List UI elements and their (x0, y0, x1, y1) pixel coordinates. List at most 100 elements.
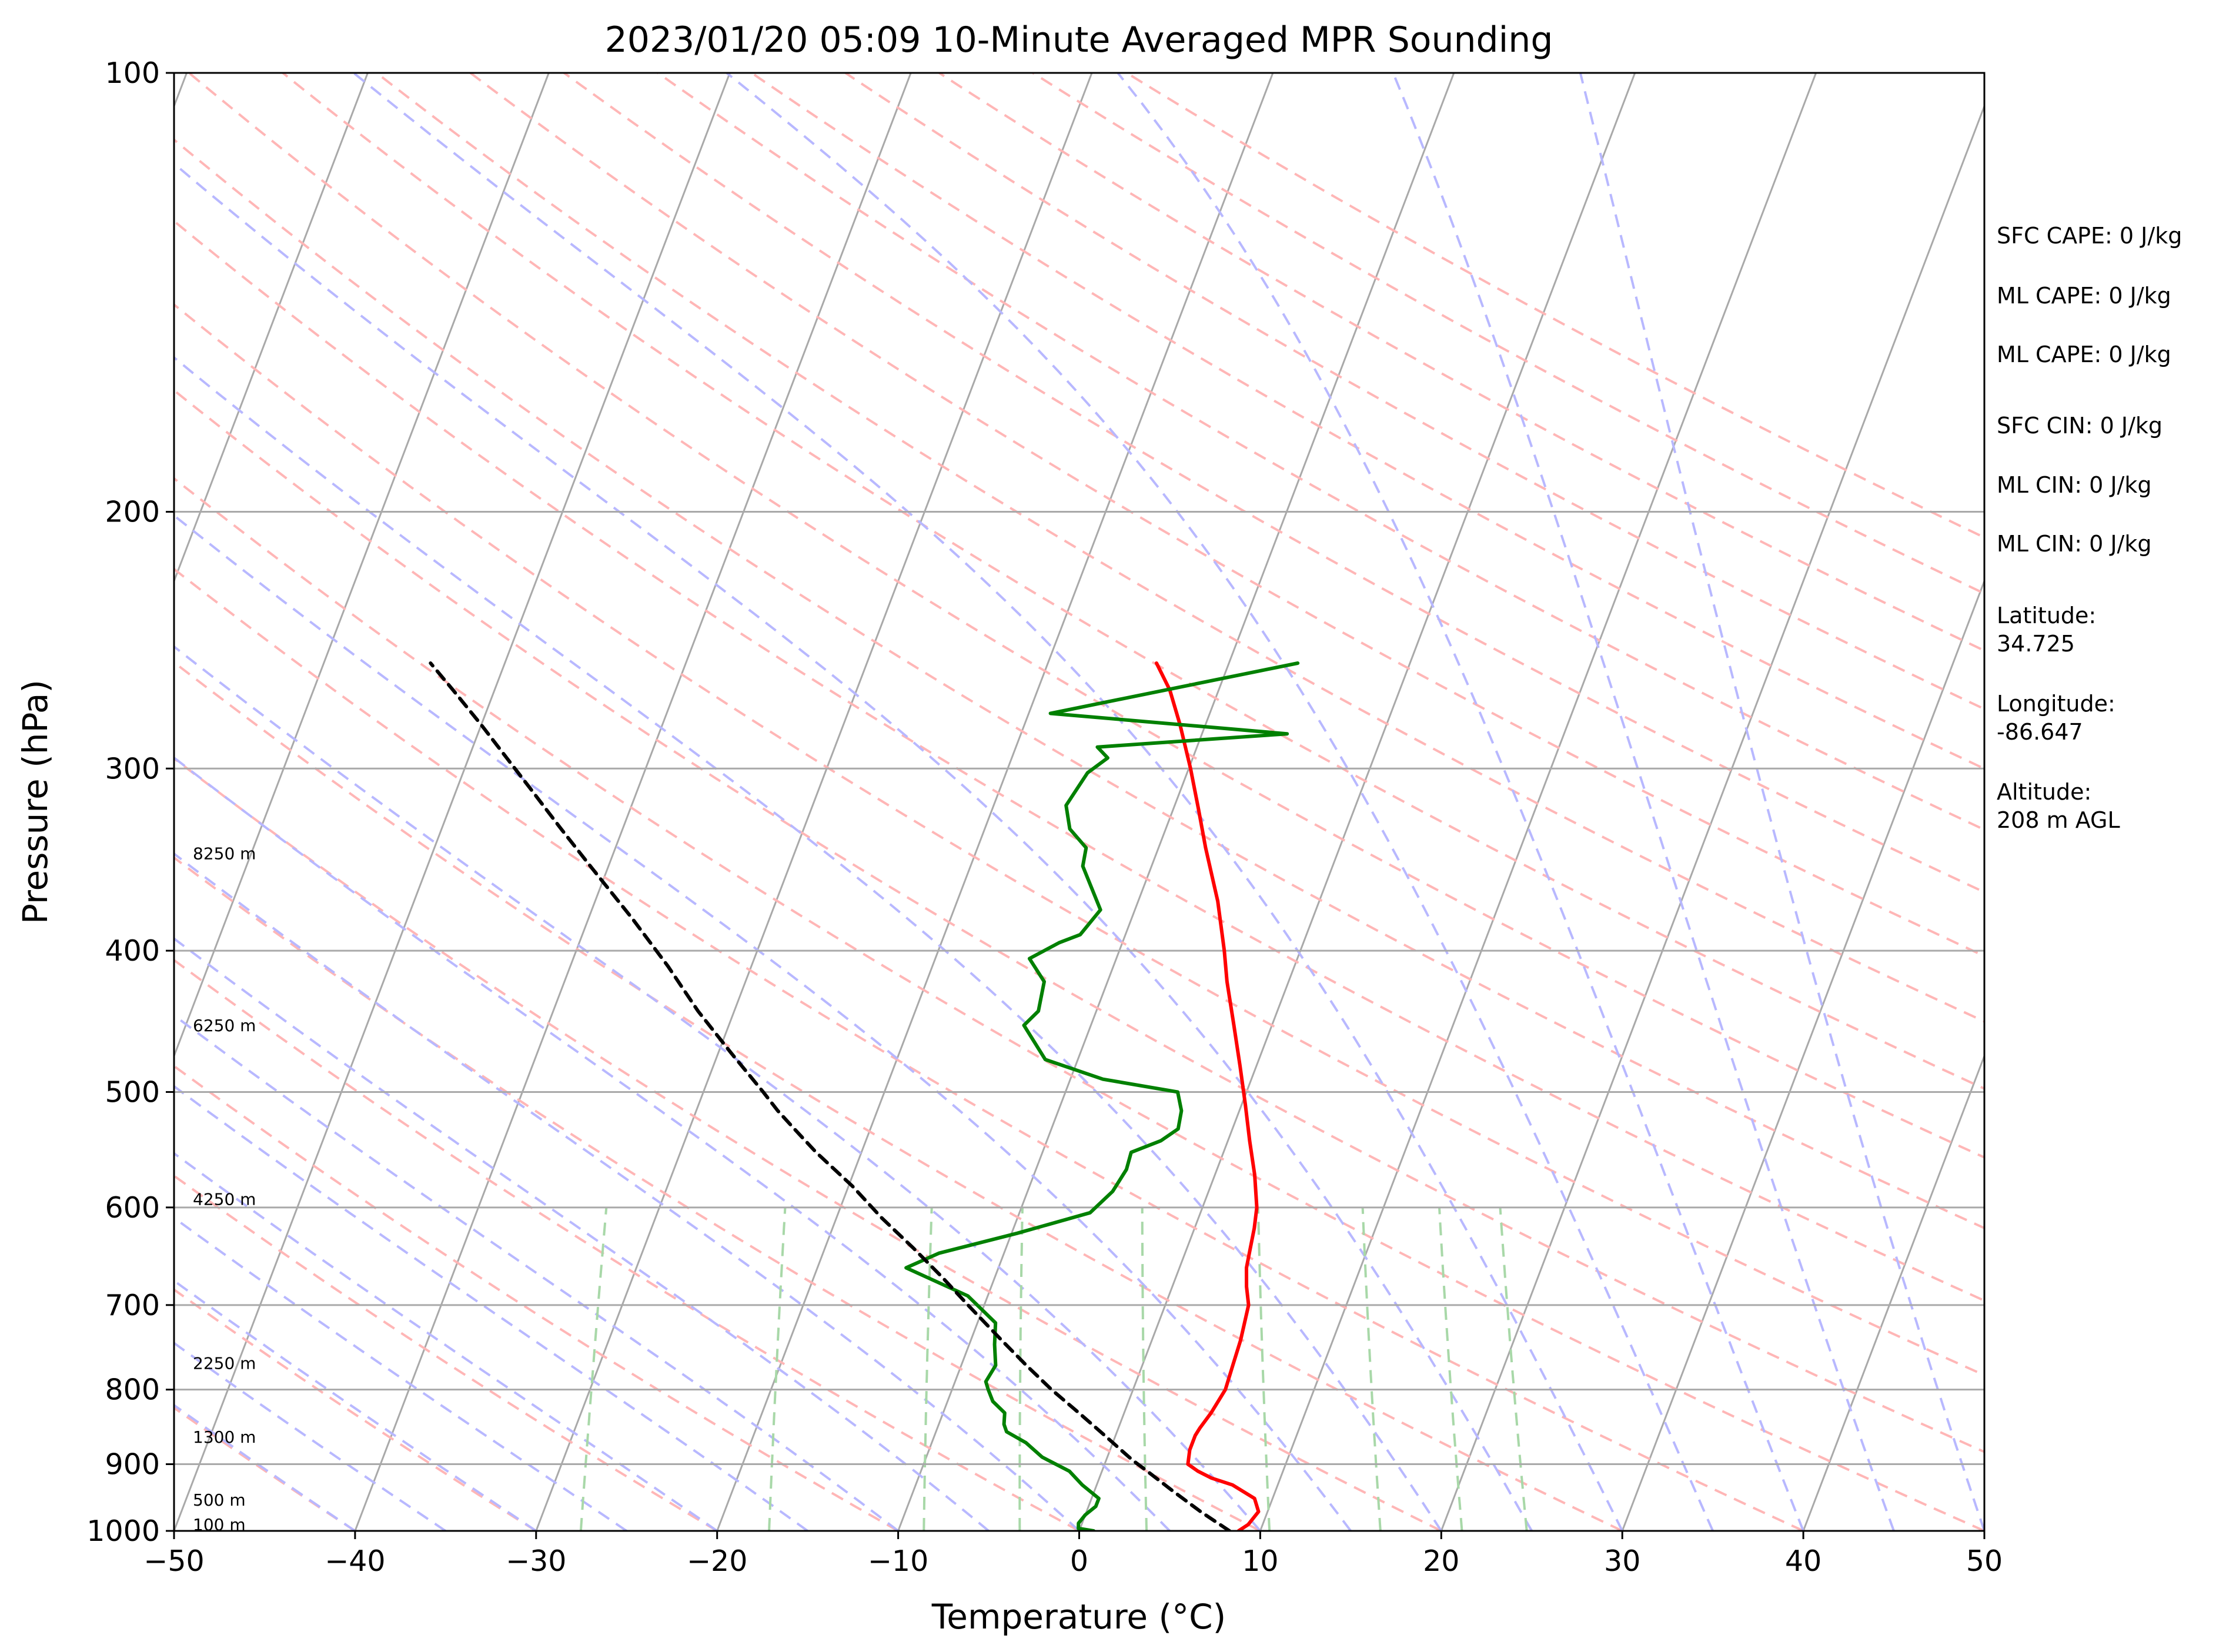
mixing-ratio-line (1141, 1207, 1148, 1531)
temperature-profile (1155, 661, 1261, 1531)
dry-adiabat-line (174, 219, 1984, 1302)
x-tick-label: 30 (1604, 1544, 1640, 1578)
dry-adiabat-line (174, 138, 1984, 1230)
isotherm-line (716, 73, 1274, 1531)
dry-adiabat-line (174, 757, 1442, 1531)
moist-adiabat-line (174, 852, 1080, 1531)
isotherm-line (897, 73, 1455, 1531)
sfc-cape-text: SFC CAPE: 0 J/kg (1997, 223, 2182, 249)
mixing-ratio-line (768, 1207, 787, 1531)
moist-adiabat-line (1579, 73, 1984, 1531)
dry-adiabat-line (469, 73, 1984, 958)
height-label: 500 m (193, 1490, 246, 1510)
mixing-ratio-line (1438, 1207, 1463, 1531)
height-label: 1300 m (193, 1427, 256, 1447)
parcel-profile (429, 661, 1232, 1531)
height-label: 6250 m (193, 1016, 256, 1035)
moist-adiabat-line (174, 162, 1533, 1531)
sounding-series (429, 661, 1300, 1531)
mixing-ratio-line (579, 1207, 608, 1531)
isotherm-line (174, 73, 369, 584)
y-tick-label: 200 (105, 496, 160, 529)
pressure-gridlines (174, 73, 1984, 1531)
moist-adiabat-line (174, 1152, 718, 1531)
sfc-cin-text: SFC CIN: 0 J/kg (1997, 413, 2163, 439)
dewpoint-profile (904, 661, 1300, 1531)
height-label: 100 m (193, 1515, 246, 1534)
mixing-ratio-line (1256, 1207, 1271, 1531)
moist-adiabat-line (174, 1014, 899, 1531)
y-tick-label: 500 (105, 1075, 160, 1109)
moist-adiabat-line (174, 1403, 356, 1531)
latitude-value: 34.725 (1997, 631, 2075, 657)
isotherm-line (535, 73, 1093, 1531)
moist-adiabat-line (174, 1085, 808, 1531)
x-tick-label: −30 (506, 1544, 566, 1578)
x-tick-label: −20 (687, 1544, 747, 1578)
dry-adiabat-line (1032, 73, 1984, 595)
y-tick-label: 600 (105, 1191, 160, 1225)
latitude-label: Latitude: (1997, 603, 2096, 628)
isotherm-line (1440, 103, 1984, 1531)
y-tick-label: 400 (105, 934, 160, 968)
longitude-value: -86.647 (1997, 719, 2083, 745)
moist-adiabat-line (1117, 73, 1804, 1531)
dry-adiabat-line (376, 73, 1984, 1023)
dry-adiabat-line (174, 856, 1261, 1531)
dry-adiabat-line (174, 1064, 899, 1531)
dry-adiabat-line (282, 73, 1984, 1090)
mixing-ratio-line (1499, 1207, 1528, 1531)
dry-adiabat-line (174, 477, 1984, 1531)
ml-cin-text: ML CIN: 0 J/kg (1997, 472, 2151, 498)
isotherm-line (0, 73, 6, 1531)
dry-adiabat-line (751, 73, 1984, 770)
dry-adiabat-line (938, 73, 1984, 652)
dry-adiabat-line (174, 567, 1804, 1531)
altitude-value: 208 m AGL (1997, 807, 2120, 833)
moist-adiabat-line (353, 73, 1623, 1531)
mixing-ratio-line (923, 1207, 933, 1531)
moist-adiabat-line (174, 645, 1261, 1531)
chart-title: 2023/01/20 05:09 10-Minute Averaged MPR … (605, 19, 1553, 61)
y-tick-label: 800 (105, 1373, 160, 1407)
moist-adiabat-line (1392, 73, 1895, 1531)
isotherm-line (1078, 73, 1636, 1531)
plot-frame (173, 72, 1986, 1532)
y-axis-label: Pressure (hPa) (15, 680, 55, 924)
altitude-label: Altitude: (1997, 779, 2091, 805)
y-tick-label: 1000 (86, 1514, 160, 1548)
isotherm-line (354, 73, 912, 1531)
y-tick-label: 900 (105, 1448, 160, 1482)
isotherm-line (2165, 73, 2226, 1531)
x-axis: −50 −40 −30 −20 −10 0 10 20 30 40 50 (143, 1531, 2003, 1578)
x-tick-label: 50 (1966, 1544, 2003, 1578)
x-tick-label: 0 (1070, 1544, 1088, 1578)
isotherm-line (174, 73, 731, 1531)
ml-cape-text: ML CAPE: 0 J/kg (1997, 283, 2171, 309)
moist-adiabat-line (174, 356, 1442, 1531)
isotherm-line (174, 73, 550, 1059)
y-tick-label: 700 (105, 1289, 160, 1322)
y-tick-label: 100 (105, 56, 160, 90)
mixing-ratio-line (1018, 1207, 1024, 1531)
dry-adiabat-line (657, 73, 1984, 831)
x-tick-label: −40 (325, 1544, 385, 1578)
dry-adiabat-line (174, 389, 1984, 1453)
ml-cin-text-2: ML CIN: 0 J/kg (1997, 531, 2151, 557)
moist-adiabat-line (174, 1279, 537, 1531)
dry-adiabat-line (174, 1288, 537, 1531)
dry-adiabat-line (174, 303, 1984, 1377)
longitude-label: Longitude: (1997, 691, 2115, 717)
isotherm-line (1621, 578, 1984, 1531)
side-panel: SFC CAPE: 0 J/kg ML CAPE: 0 J/kg ML CAPE… (1997, 223, 2182, 833)
x-tick-label: −10 (868, 1544, 928, 1578)
height-label: 4250 m (193, 1189, 256, 1209)
isotherm-line (1802, 1053, 1984, 1531)
mixing-ratio-line (1361, 1207, 1382, 1531)
height-labels: 100 m 500 m 1300 m 2250 m 4250 m 6250 m 8250 m (193, 844, 256, 1535)
x-tick-label: −50 (143, 1544, 204, 1578)
moist-adiabat-line (174, 514, 1352, 1531)
dry-adiabat-line (174, 1174, 718, 1531)
